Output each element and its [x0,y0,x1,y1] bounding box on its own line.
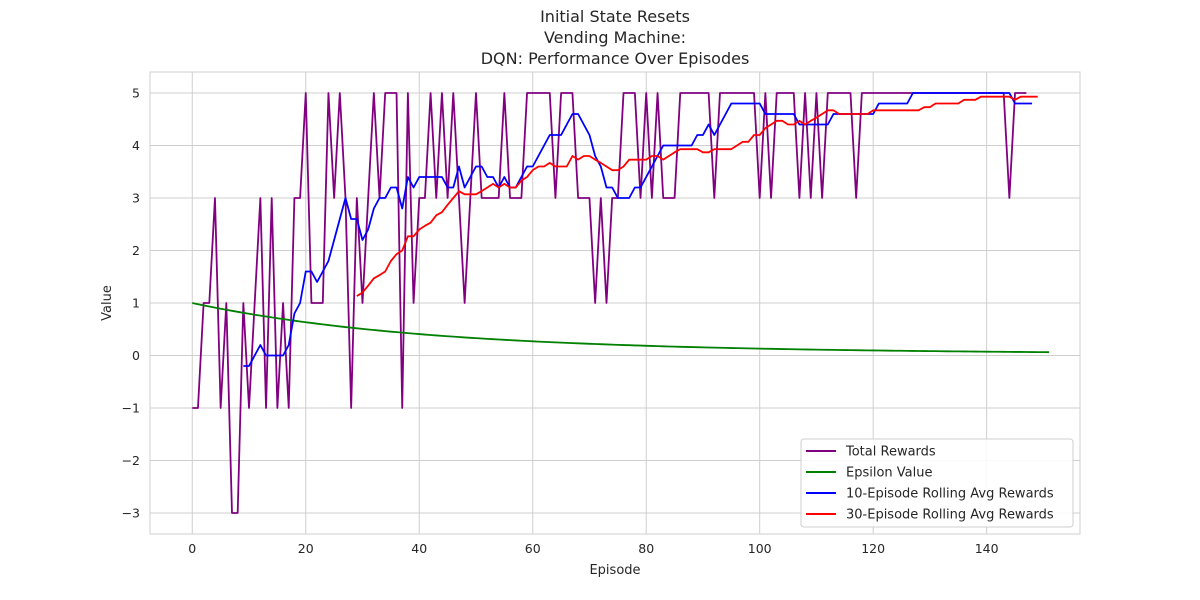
series-line-total-rewards [192,92,1027,514]
x-tick-label: 120 [861,541,885,556]
y-tick-label: 1 [132,296,140,311]
x-tick-label: 80 [638,541,654,556]
tick-layer: 0 20 40 60 80 100 120 140 −3 −2 −1 0 1 2 3 4 5 [122,86,999,557]
series-line-30-episode-rolling-avg-rewards [356,95,1038,297]
legend-box [800,438,1074,528]
legend-label: Total Rewards [845,445,936,460]
series-line-10-episode-rolling-avg-rewards [243,92,1033,367]
legend-label: Epsilon Value [846,466,933,481]
y-tick-label: −2 [122,453,140,468]
y-tick-label: 2 [132,243,140,258]
x-tick-label: 40 [411,541,427,556]
chart-title-line-1: Initial State Resets [540,7,690,26]
x-tick-label: 100 [748,541,772,556]
y-tick-label: −1 [122,401,140,416]
y-axis-label: Value [100,285,115,321]
y-tick-label: 3 [132,191,140,206]
x-tick-label: 0 [188,541,196,556]
x-tick-label: 20 [298,541,314,556]
x-tick-label: 140 [975,541,999,556]
plot-frame [149,71,1081,535]
chart-title-line-2: Vending Machine: [544,28,686,47]
series-line-epsilon-value [192,302,1050,354]
y-tick-label: 4 [132,138,140,153]
legend: Total Rewards Epsilon Value 10-Episode Rol… [800,438,1074,528]
y-tick-label: 5 [132,86,140,101]
legend-label: 10-Episode Rolling Avg Rewards [846,487,1054,502]
x-axis-label: Episode [589,563,640,578]
series-layer [192,92,1050,514]
legend-label: 30-Episode Rolling Avg Rewards [846,508,1054,523]
x-tick-label: 60 [525,541,541,556]
y-tick-label: −3 [122,506,140,521]
chart-title-line-3: DQN: Performance Over Episodes [481,49,750,68]
y-tick-label: 0 [132,348,140,363]
